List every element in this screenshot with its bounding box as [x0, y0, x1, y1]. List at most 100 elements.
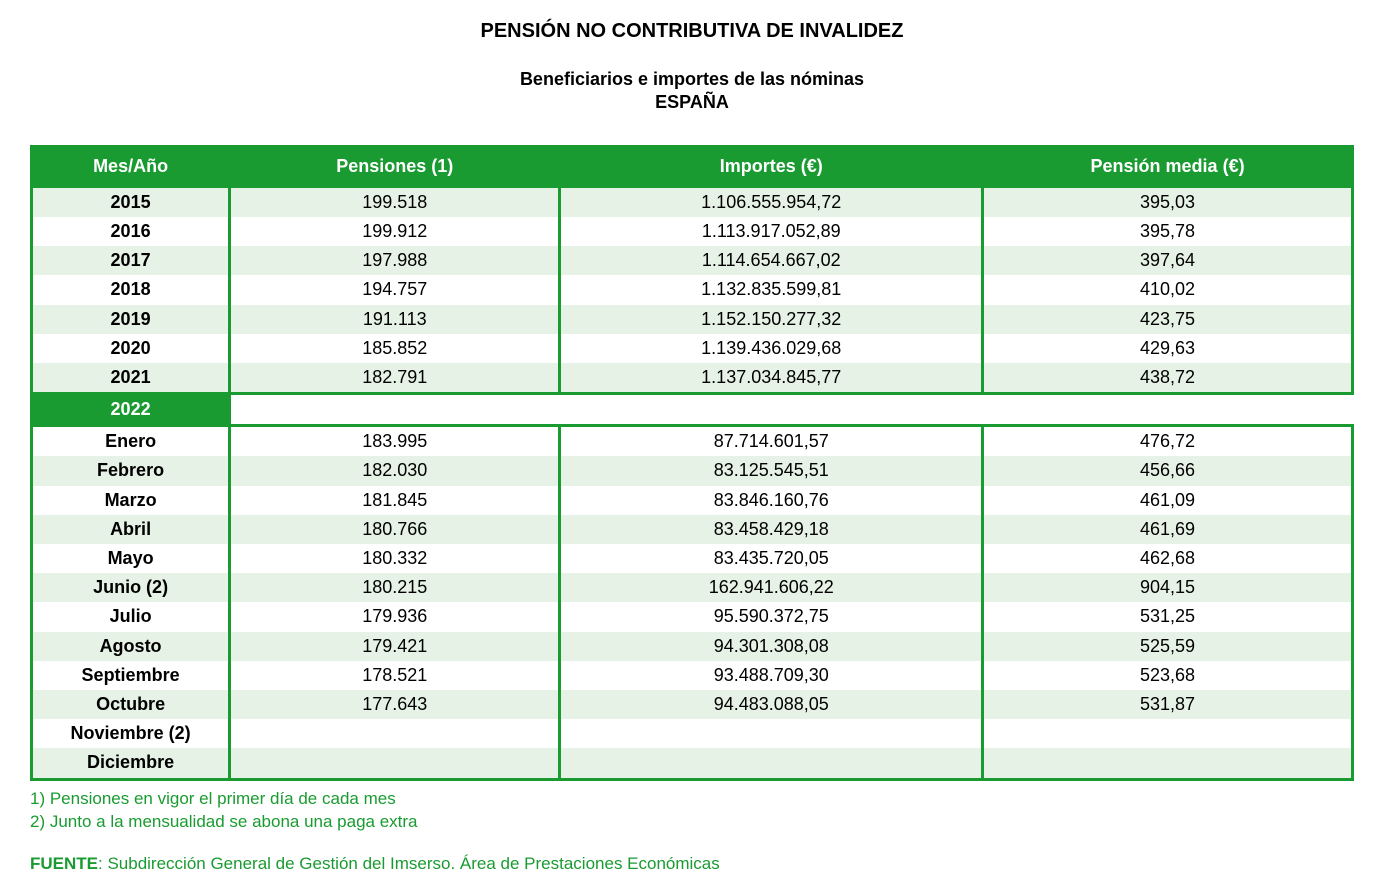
- current-year-label: 2022: [32, 394, 230, 426]
- row-media: 523,68: [983, 661, 1353, 690]
- table-row: 2019191.1131.152.150.277,32423,75: [32, 305, 1353, 334]
- row-label: 2019: [32, 305, 230, 334]
- row-importes: 1.139.436.029,68: [560, 334, 983, 363]
- row-media: 461,09: [983, 486, 1353, 515]
- row-pensiones: 180.215: [230, 573, 560, 602]
- footnote-1: 1) Pensiones en vigor el primer día de c…: [30, 787, 1354, 811]
- col-header-mes: Mes/Año: [32, 146, 230, 186]
- table-row: 2016199.9121.113.917.052,89395,78: [32, 217, 1353, 246]
- row-pensiones: [230, 748, 560, 779]
- row-pensiones: 183.995: [230, 426, 560, 457]
- row-label: 2020: [32, 334, 230, 363]
- row-pensiones: 179.421: [230, 632, 560, 661]
- row-importes: 1.137.034.845,77: [560, 363, 983, 394]
- row-media: 395,78: [983, 217, 1353, 246]
- row-label: Mayo: [32, 544, 230, 573]
- row-importes: 95.590.372,75: [560, 602, 983, 631]
- row-media: 531,25: [983, 602, 1353, 631]
- table-row: Enero183.99587.714.601,57476,72: [32, 426, 1353, 457]
- row-importes: 94.483.088,05: [560, 690, 983, 719]
- row-media: 904,15: [983, 573, 1353, 602]
- page-subtitle-2: ESPAÑA: [30, 91, 1354, 114]
- title-block: PENSIÓN NO CONTRIBUTIVA DE INVALIDEZ Ben…: [30, 20, 1354, 115]
- row-label: Diciembre: [32, 748, 230, 779]
- page-subtitle-1: Beneficiarios e importes de las nóminas: [30, 68, 1354, 91]
- row-pensiones: 181.845: [230, 486, 560, 515]
- row-pensiones: 199.912: [230, 217, 560, 246]
- row-pensiones: 191.113: [230, 305, 560, 334]
- table-header-row: Mes/Año Pensiones (1) Importes (€) Pensi…: [32, 146, 1353, 186]
- row-importes: 1.113.917.052,89: [560, 217, 983, 246]
- row-label: 2017: [32, 246, 230, 275]
- row-label: Octubre: [32, 690, 230, 719]
- table-row: 2021182.7911.137.034.845,77438,72: [32, 363, 1353, 394]
- table-row: Agosto179.42194.301.308,08525,59: [32, 632, 1353, 661]
- row-media: 461,69: [983, 515, 1353, 544]
- row-importes: 94.301.308,08: [560, 632, 983, 661]
- row-pensiones: 197.988: [230, 246, 560, 275]
- data-table: Mes/Año Pensiones (1) Importes (€) Pensi…: [30, 145, 1354, 781]
- source-line: FUENTE: Subdirección General de Gestión …: [30, 854, 1354, 874]
- row-importes: 1.152.150.277,32: [560, 305, 983, 334]
- row-label: Marzo: [32, 486, 230, 515]
- row-pensiones: 178.521: [230, 661, 560, 690]
- row-media: 438,72: [983, 363, 1353, 394]
- row-media: 395,03: [983, 186, 1353, 217]
- table-row: Julio179.93695.590.372,75531,25: [32, 602, 1353, 631]
- row-label: Agosto: [32, 632, 230, 661]
- row-pensiones: 180.766: [230, 515, 560, 544]
- row-media: 525,59: [983, 632, 1353, 661]
- annual-section: 2015199.5181.106.555.954,72395,032016199…: [32, 186, 1353, 393]
- table-row: Abril180.76683.458.429,18461,69: [32, 515, 1353, 544]
- row-importes: 87.714.601,57: [560, 426, 983, 457]
- row-media: 429,63: [983, 334, 1353, 363]
- row-label: Noviembre (2): [32, 719, 230, 748]
- table-row: 2020185.8521.139.436.029,68429,63: [32, 334, 1353, 363]
- row-media: [983, 719, 1353, 748]
- row-label: Junio (2): [32, 573, 230, 602]
- source-text: : Subdirección General de Gestión del Im…: [98, 854, 720, 873]
- row-label: 2018: [32, 275, 230, 304]
- monthly-section: Enero183.99587.714.601,57476,72Febrero18…: [32, 426, 1353, 779]
- row-importes: 93.488.709,30: [560, 661, 983, 690]
- row-media: 462,68: [983, 544, 1353, 573]
- table-row: 2018194.7571.132.835.599,81410,02: [32, 275, 1353, 304]
- row-media: 423,75: [983, 305, 1353, 334]
- row-pensiones: 180.332: [230, 544, 560, 573]
- table-row: Noviembre (2): [32, 719, 1353, 748]
- table-row: Febrero182.03083.125.545,51456,66: [32, 456, 1353, 485]
- row-media: 456,66: [983, 456, 1353, 485]
- row-importes: 1.132.835.599,81: [560, 275, 983, 304]
- row-pensiones: 182.791: [230, 363, 560, 394]
- table-row: Mayo180.33283.435.720,05462,68: [32, 544, 1353, 573]
- row-media: 397,64: [983, 246, 1353, 275]
- row-label: Febrero: [32, 456, 230, 485]
- row-label: 2021: [32, 363, 230, 394]
- row-media: 531,87: [983, 690, 1353, 719]
- row-pensiones: 194.757: [230, 275, 560, 304]
- row-importes: 83.125.545,51: [560, 456, 983, 485]
- table-row: Octubre177.64394.483.088,05531,87: [32, 690, 1353, 719]
- row-media: 476,72: [983, 426, 1353, 457]
- row-label: 2016: [32, 217, 230, 246]
- page-title: PENSIÓN NO CONTRIBUTIVA DE INVALIDEZ: [30, 20, 1354, 43]
- row-importes: 83.458.429,18: [560, 515, 983, 544]
- row-importes: [560, 748, 983, 779]
- table-row: Septiembre178.52193.488.709,30523,68: [32, 661, 1353, 690]
- row-importes: [560, 719, 983, 748]
- source-label: FUENTE: [30, 854, 98, 873]
- row-pensiones: 179.936: [230, 602, 560, 631]
- row-importes: 83.846.160,76: [560, 486, 983, 515]
- year-divider: 2022: [32, 394, 1353, 426]
- row-pensiones: 182.030: [230, 456, 560, 485]
- footnotes: 1) Pensiones en vigor el primer día de c…: [30, 787, 1354, 835]
- row-importes: 83.435.720,05: [560, 544, 983, 573]
- row-importes: 1.106.555.954,72: [560, 186, 983, 217]
- row-importes: 1.114.654.667,02: [560, 246, 983, 275]
- row-label: Julio: [32, 602, 230, 631]
- row-media: 410,02: [983, 275, 1353, 304]
- row-pensiones: [230, 719, 560, 748]
- row-label: 2015: [32, 186, 230, 217]
- col-header-importes: Importes (€): [560, 146, 983, 186]
- table-row: 2017197.9881.114.654.667,02397,64: [32, 246, 1353, 275]
